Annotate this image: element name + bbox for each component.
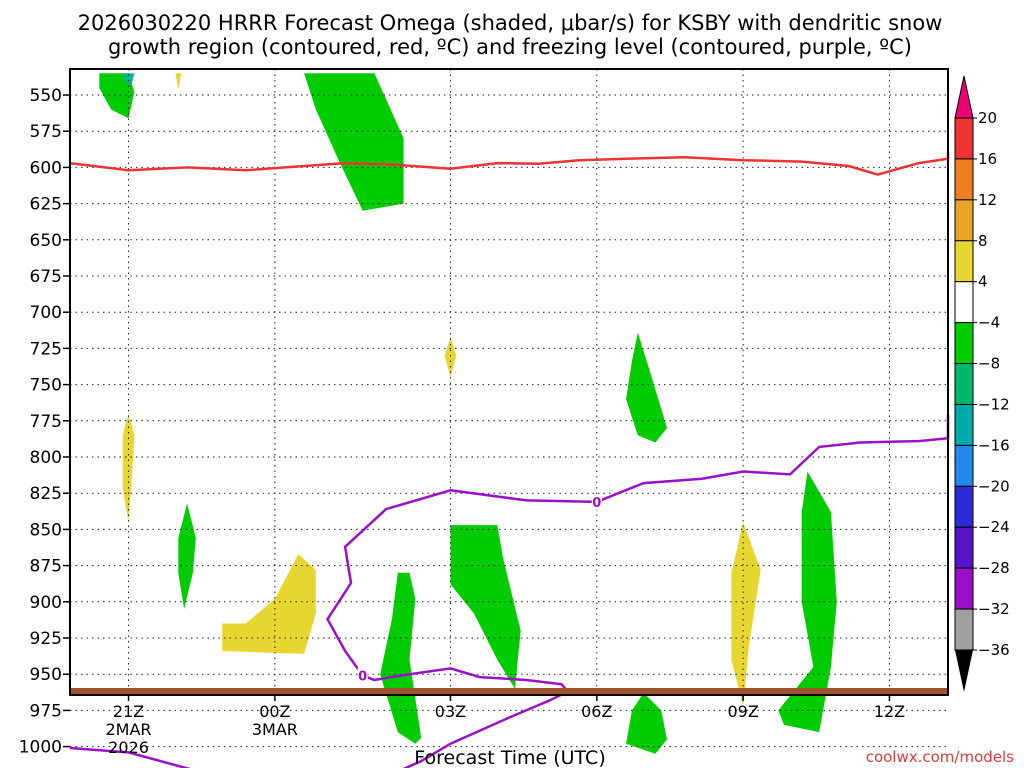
- omega-region-green: [228, 73, 404, 211]
- omega-region-yellow: [122, 413, 135, 523]
- x-tick-label: 21Z: [113, 702, 144, 721]
- colorbar-band: [954, 526, 974, 569]
- freezing-contour-label: 0: [358, 670, 367, 685]
- x-axis-label: Forecast Time (UTC): [414, 747, 605, 768]
- colorbar-label: −20: [978, 477, 1010, 495]
- colorbar-label: 20: [978, 109, 997, 127]
- y-tick-label: 600: [30, 158, 62, 178]
- x-tick-label: 3MAR: [252, 720, 298, 739]
- y-tick-label: 800: [30, 448, 62, 468]
- y-tick-label: 750: [30, 376, 62, 396]
- colorbar-label: −28: [978, 559, 1010, 577]
- colorbar-label: −16: [978, 436, 1010, 454]
- colorbar-band: [954, 363, 974, 405]
- x-tick-label: 12Z: [874, 702, 905, 721]
- x-tick-label: 2026: [108, 738, 149, 757]
- plot-grid: [70, 69, 948, 748]
- y-tick-label: 975: [30, 701, 62, 721]
- colorbar-band: [954, 608, 974, 651]
- x-tick-label: 2MAR: [106, 720, 152, 739]
- plot-frame: [69, 68, 949, 696]
- colorbar-band: [954, 240, 974, 283]
- credit-text: coolwx.com/models: [866, 748, 1014, 766]
- y-tick-label: 825: [30, 484, 62, 504]
- colorbar-label: −32: [978, 600, 1010, 618]
- colorbar-bottom-arrow: [955, 650, 973, 692]
- omega-region-yellow: [444, 336, 457, 378]
- y-tick-label: 875: [30, 557, 62, 577]
- colorbar-top-arrow: [954, 75, 974, 119]
- y-tick-label: 550: [30, 86, 62, 106]
- colorbar-band: [954, 322, 974, 365]
- omega-colorbar: 20 16 12 8 4 −4 −8 −12 −16 −20 −24 −28 −32 −36: [954, 75, 1010, 692]
- y-tick-label: 625: [30, 195, 62, 215]
- colorbar-band: [954, 403, 974, 446]
- y-tick-label: 1000: [19, 738, 62, 758]
- colorbar-band: [954, 158, 974, 201]
- contour-label-bg: [591, 493, 602, 510]
- chart-title-line1: 2026030220 HRRR Forecast Omega (shaded, …: [78, 11, 943, 35]
- colorbar-label: 4: [978, 273, 988, 291]
- colorbar-label: −12: [978, 395, 1010, 413]
- x-tick-label: 00Z: [259, 702, 290, 721]
- contour-label-bg: [357, 667, 368, 684]
- colorbar-label: 16: [978, 150, 997, 168]
- freezing-contour-label: 0: [592, 496, 601, 511]
- omega-region-green: [626, 332, 667, 443]
- omega-region-teal: [122, 73, 135, 85]
- omega-region-green: [178, 503, 196, 609]
- colorbar-band: [954, 281, 974, 324]
- y-tick-label: 950: [30, 665, 62, 685]
- freezing-level-line: [69, 415, 950, 768]
- dgz-contour-line: [69, 152, 950, 176]
- x-tick-label: 03Z: [435, 702, 466, 721]
- omega-region-yellow: [731, 522, 761, 707]
- colorbar-label: 12: [978, 191, 997, 209]
- y-tick-label: 700: [30, 303, 62, 323]
- y-tick-label: 575: [30, 122, 62, 142]
- contour-lines: 00: [69, 152, 950, 768]
- omega-region-green: [380, 572, 422, 744]
- omega-region-green: [99, 73, 135, 119]
- x-tick-label: 09Z: [727, 702, 758, 721]
- y-tick-label: 650: [30, 231, 62, 251]
- y-tick-label: 725: [30, 339, 62, 359]
- y-tick-label: 850: [30, 520, 62, 540]
- colorbar-band: [954, 444, 974, 487]
- chart-title-line2: growth region (contoured, red, ºC) and f…: [108, 35, 912, 59]
- omega-shaded-regions: [99, 73, 837, 754]
- y-tick-label: 925: [30, 629, 62, 649]
- y-tick-label: 675: [30, 267, 62, 287]
- colorbar-band: [954, 485, 974, 528]
- y-tick-label: 775: [30, 412, 62, 432]
- colorbar-label: −8: [978, 355, 1000, 373]
- omega-region-yellow: [222, 554, 316, 654]
- colorbar-label: −36: [978, 641, 1010, 659]
- colorbar-band: [954, 567, 974, 610]
- ground-surface: [70, 688, 948, 695]
- colorbar-label: 8: [978, 232, 988, 250]
- pressure-axis: 550 575 600 625 650 675 700 725 750 775 800 825 850 8…: [19, 86, 70, 758]
- colorbar-label: −4: [978, 314, 1000, 332]
- omega-region-yellow: [175, 73, 182, 90]
- colorbar-band: [954, 117, 974, 160]
- colorbar-band: [954, 199, 974, 242]
- omega-region-green: [450, 525, 521, 689]
- y-tick-label: 900: [30, 593, 62, 613]
- colorbar-label: −24: [978, 518, 1010, 536]
- x-tick-label: 06Z: [581, 702, 612, 721]
- omega-region-green: [626, 693, 667, 754]
